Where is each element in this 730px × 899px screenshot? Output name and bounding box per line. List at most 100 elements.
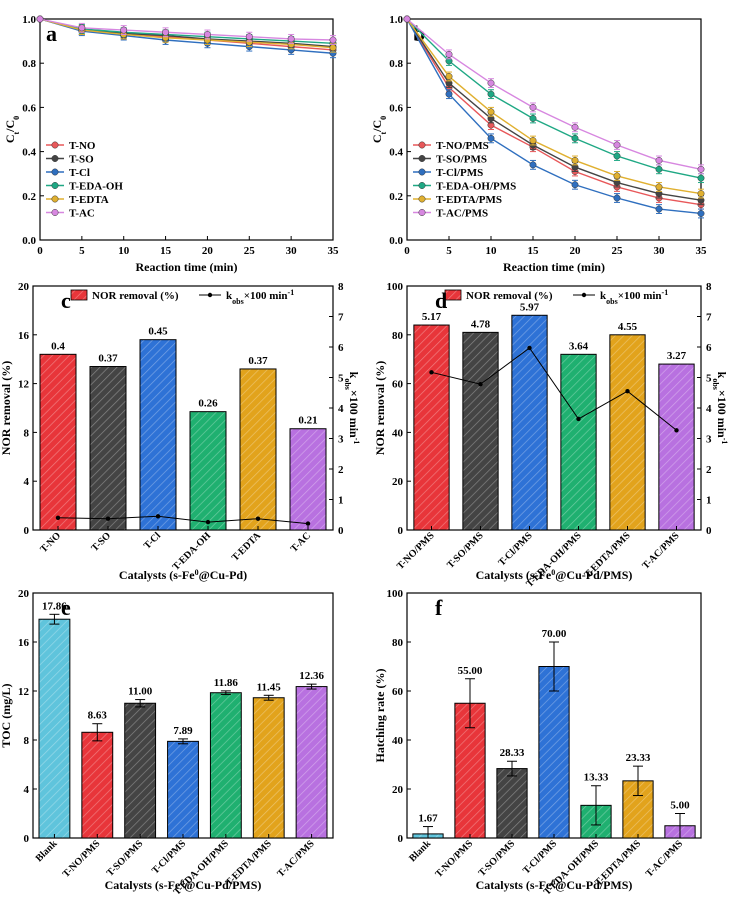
panel-a-legend-label: T-Cl <box>69 167 90 179</box>
panel-e-data-label: 17.86 <box>42 600 67 612</box>
panel-d-ytick-label: 80 <box>392 330 404 342</box>
panel-a-legend-label: T-EDTA <box>69 194 109 206</box>
panel-c-ytick-label: 4 <box>24 476 30 488</box>
panel-c-ytick-label: 16 <box>18 330 30 342</box>
panel-e-ytick-label: 0 <box>24 833 30 845</box>
panel-c-legend-swatch <box>70 289 88 301</box>
panel-b-point <box>529 115 537 122</box>
panel-f-category-label: T-Cl/PMS <box>521 838 559 876</box>
panel-c-bar <box>39 353 77 531</box>
panel-b-point <box>655 205 663 213</box>
panel-c-category-label: T-EDTA <box>230 530 264 564</box>
panel-b-ytick-label: 0.6 <box>389 102 403 114</box>
panel-e-data-label: 11.45 <box>257 681 282 693</box>
panel-b-point <box>487 90 495 98</box>
panel-d-ylabel: NOR removal (%) <box>373 361 387 455</box>
panel-b-legend-marker <box>418 209 426 216</box>
panel-b-legend-label: T-EDTA/PMS <box>436 194 502 206</box>
panel-c-ytick-right-label: 6 <box>338 342 344 354</box>
panel-d-k-point <box>429 370 434 375</box>
panel-d-ytick-label: 20 <box>392 476 404 488</box>
panel-e-data-label: 7.89 <box>173 725 193 737</box>
panel-d-k-point <box>478 382 483 387</box>
panel-d-ytick-right-label: 7 <box>706 312 712 324</box>
panel-d-ytick-right-label: 3 <box>706 434 712 446</box>
panel-b-point <box>529 137 537 145</box>
panel-c-k-point <box>255 516 261 521</box>
panel-d-k-point <box>527 345 532 351</box>
panel-d-bar <box>658 363 695 531</box>
panel-e-category-label: Blank <box>34 838 60 864</box>
panel-a-xtick-label: 15 <box>160 245 172 257</box>
panel-b-series-line <box>406 18 702 206</box>
panel-b-xtick-label: 15 <box>528 245 540 257</box>
panel-f-ytick-label: 60 <box>392 686 404 698</box>
panel-c-category-label: T-NO <box>38 530 63 555</box>
panel-e-ytick-label: 20 <box>18 588 30 600</box>
panel-c-k-point <box>205 519 211 525</box>
panel-b-point <box>529 103 537 111</box>
panel-b-series-line <box>406 18 702 195</box>
panel-a-xtick-label: 10 <box>118 245 130 257</box>
panel-b-point <box>613 152 621 160</box>
panel-d-k-line <box>431 347 677 431</box>
panel-d-data-label: 4.78 <box>471 318 491 330</box>
panel-d-category-label: T-AC/PMS <box>640 530 682 572</box>
panel-b-legend-marker <box>418 155 426 162</box>
panel-d-k-point <box>625 389 630 394</box>
panel-f-category-label: T-SO/PMS <box>477 838 518 879</box>
panel-d-ytick-label: 100 <box>387 281 404 293</box>
panel-a-legend-marker <box>51 155 59 162</box>
panel-b-point <box>571 181 579 189</box>
panel-d-bar <box>560 353 597 531</box>
panel-a-xtick-label: 20 <box>202 245 214 257</box>
panel-f-data-label: 13.33 <box>584 772 609 784</box>
panel-d-letter: d <box>435 288 447 313</box>
panel-c-data-label: 0.37 <box>248 355 268 367</box>
panel-b-point <box>445 50 453 58</box>
panel-c-bar <box>189 411 227 531</box>
panel-a-point <box>203 31 211 38</box>
panel-a-ylabel: Ct/C0 <box>3 116 21 143</box>
panel-e-data-label: 8.63 <box>88 710 108 722</box>
panel-b-legend-label: T-Cl/PMS <box>436 167 483 179</box>
panel-c-legend-marker <box>207 292 213 298</box>
panel-a-xtick-label: 30 <box>286 245 298 257</box>
panel-c-ytick-right-label: 1 <box>338 495 344 507</box>
panel-d-k-point <box>576 416 581 422</box>
panel-c-k-point <box>105 516 111 521</box>
panel-f-xlabel: Catalysts (s-Fe0@Cu-Pd/PMS) <box>476 878 633 893</box>
panel-b-series-line <box>406 18 702 201</box>
panel-c-legend-line-label: kobs×100 min-1 <box>226 288 294 306</box>
panel-b-xtick-label: 25 <box>612 245 624 257</box>
panel-a-frame <box>39 18 334 241</box>
panel-e-category-label: T-Cl/PMS <box>150 838 188 876</box>
panel-e-xlabel: Catalysts (s-Fe0@Cu-Pd/PMS) <box>105 878 262 893</box>
panel-b-point <box>697 210 705 217</box>
panel-b-ytick-label: 1.0 <box>389 14 403 26</box>
panel-e-data-label: 11.86 <box>214 677 239 689</box>
panel-d-legend-swatch <box>444 289 462 301</box>
panel-d-ytick-right-label: 5 <box>706 373 712 385</box>
panel-d-legend-line-label: kobs×100 min-1 <box>600 288 668 306</box>
panel-f-category-label: T-AC/PMS <box>644 838 686 880</box>
panel-b-point <box>613 141 621 149</box>
panel-d-ytick-label: 60 <box>392 379 404 391</box>
panel-c-ytick-right-label: 5 <box>338 373 344 385</box>
panel-b-legend-marker <box>418 168 426 176</box>
panel-b-xtick-label: 35 <box>696 245 708 257</box>
panel-c-ytick-label: 0 <box>24 525 30 537</box>
panel-b-ytick-label: 0.0 <box>389 235 403 247</box>
panel-a-ytick-label: 1.0 <box>22 14 36 26</box>
panel-d-data-label: 3.27 <box>667 350 687 362</box>
panel-d-ytick-right-label: 2 <box>706 464 712 476</box>
panel-b-ytick-label: 0.2 <box>389 191 403 203</box>
panel-e-bar <box>209 692 242 839</box>
panel-a-point <box>287 35 295 43</box>
panel-c-frame <box>32 285 334 531</box>
panel-b-legend-label: T-SO/PMS <box>436 154 487 166</box>
panel-c-data-label: 0.26 <box>198 398 218 410</box>
panel-f-ytick-label: 0 <box>398 833 404 845</box>
panel-c-ytick-right-label: 8 <box>338 281 344 293</box>
panel-a-ytick-label: 0.8 <box>22 58 36 70</box>
